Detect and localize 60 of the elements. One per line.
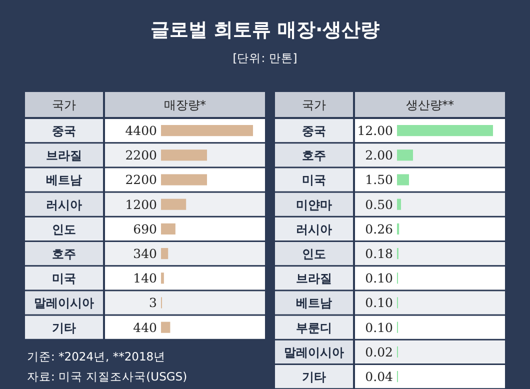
y-tick-label: 인도 — [302, 247, 326, 261]
data-label: 0.18 — [365, 246, 394, 261]
data-label: 0.04 — [365, 369, 394, 384]
x-axis-title: 매장량* — [164, 98, 206, 112]
y-tick-label: 브라질 — [296, 272, 332, 286]
bar — [161, 223, 176, 234]
data-label: 2200 — [125, 172, 158, 188]
bar — [161, 198, 186, 210]
data-label: 440 — [133, 320, 158, 335]
data-label: 2.00 — [365, 148, 394, 163]
y-tick-label: 미국 — [302, 173, 326, 188]
data-label: 1.50 — [365, 172, 394, 188]
bar — [161, 174, 207, 186]
bar — [397, 125, 493, 136]
y-tick-label: 러시아 — [296, 222, 332, 236]
y-tick-label: 중국 — [52, 124, 76, 138]
y-tick-label: 미얀마 — [296, 198, 332, 212]
y-axis-title: 국가 — [302, 98, 326, 112]
bar — [397, 150, 413, 161]
bar — [161, 248, 168, 260]
y-tick-label: 말레이시아 — [34, 296, 94, 310]
data-label: 0.02 — [365, 344, 393, 360]
y-tick-label: 러시아 — [46, 198, 82, 212]
x-axis-title: 생산량** — [406, 98, 454, 112]
text: 기준: *2024년, **2018년 — [27, 349, 166, 364]
data-label: 4400 — [125, 123, 158, 138]
y-tick-label: 기타 — [52, 320, 76, 335]
data-label: 2200 — [125, 148, 158, 163]
chart-subtitle: [단위: 만톤] — [232, 51, 298, 65]
data-label: 1200 — [125, 196, 158, 212]
y-tick-label: 호주 — [302, 148, 326, 163]
y-tick-label: 베트남 — [296, 296, 332, 310]
text: 자료: 미국 지질조사국(USGS) — [27, 369, 188, 384]
y-axis-title: 국가 — [52, 98, 76, 112]
y-tick-label: 부룬디 — [296, 320, 332, 335]
data-label: 0.10 — [365, 295, 394, 310]
data-label: 3 — [149, 295, 158, 310]
y-tick-label: 베트남 — [46, 173, 82, 188]
bar — [161, 125, 253, 136]
y-tick-label: 중국 — [302, 124, 326, 138]
bar — [161, 272, 164, 284]
data-label: 0.10 — [365, 270, 394, 286]
bar — [397, 198, 401, 210]
y-tick-label: 기타 — [302, 370, 326, 384]
data-label: 0.10 — [365, 320, 394, 335]
chart-title: 글로벌 희토류 매장·생산량 — [150, 19, 380, 41]
y-tick-label: 인도 — [52, 222, 76, 236]
y-tick-label: 말레이시아 — [284, 345, 344, 360]
bar — [397, 174, 409, 186]
y-tick-label: 호주 — [52, 247, 76, 261]
data-label: 140 — [133, 270, 158, 286]
data-label: 690 — [133, 221, 158, 236]
y-tick-label: 미국 — [52, 272, 76, 286]
data-label: 0.50 — [365, 196, 394, 212]
y-tick-label: 브라질 — [46, 148, 82, 163]
bar — [161, 150, 207, 161]
bar — [161, 322, 170, 333]
data-label: 0.26 — [365, 221, 394, 236]
data-label: 12.00 — [357, 123, 394, 138]
data-label: 340 — [133, 246, 158, 261]
